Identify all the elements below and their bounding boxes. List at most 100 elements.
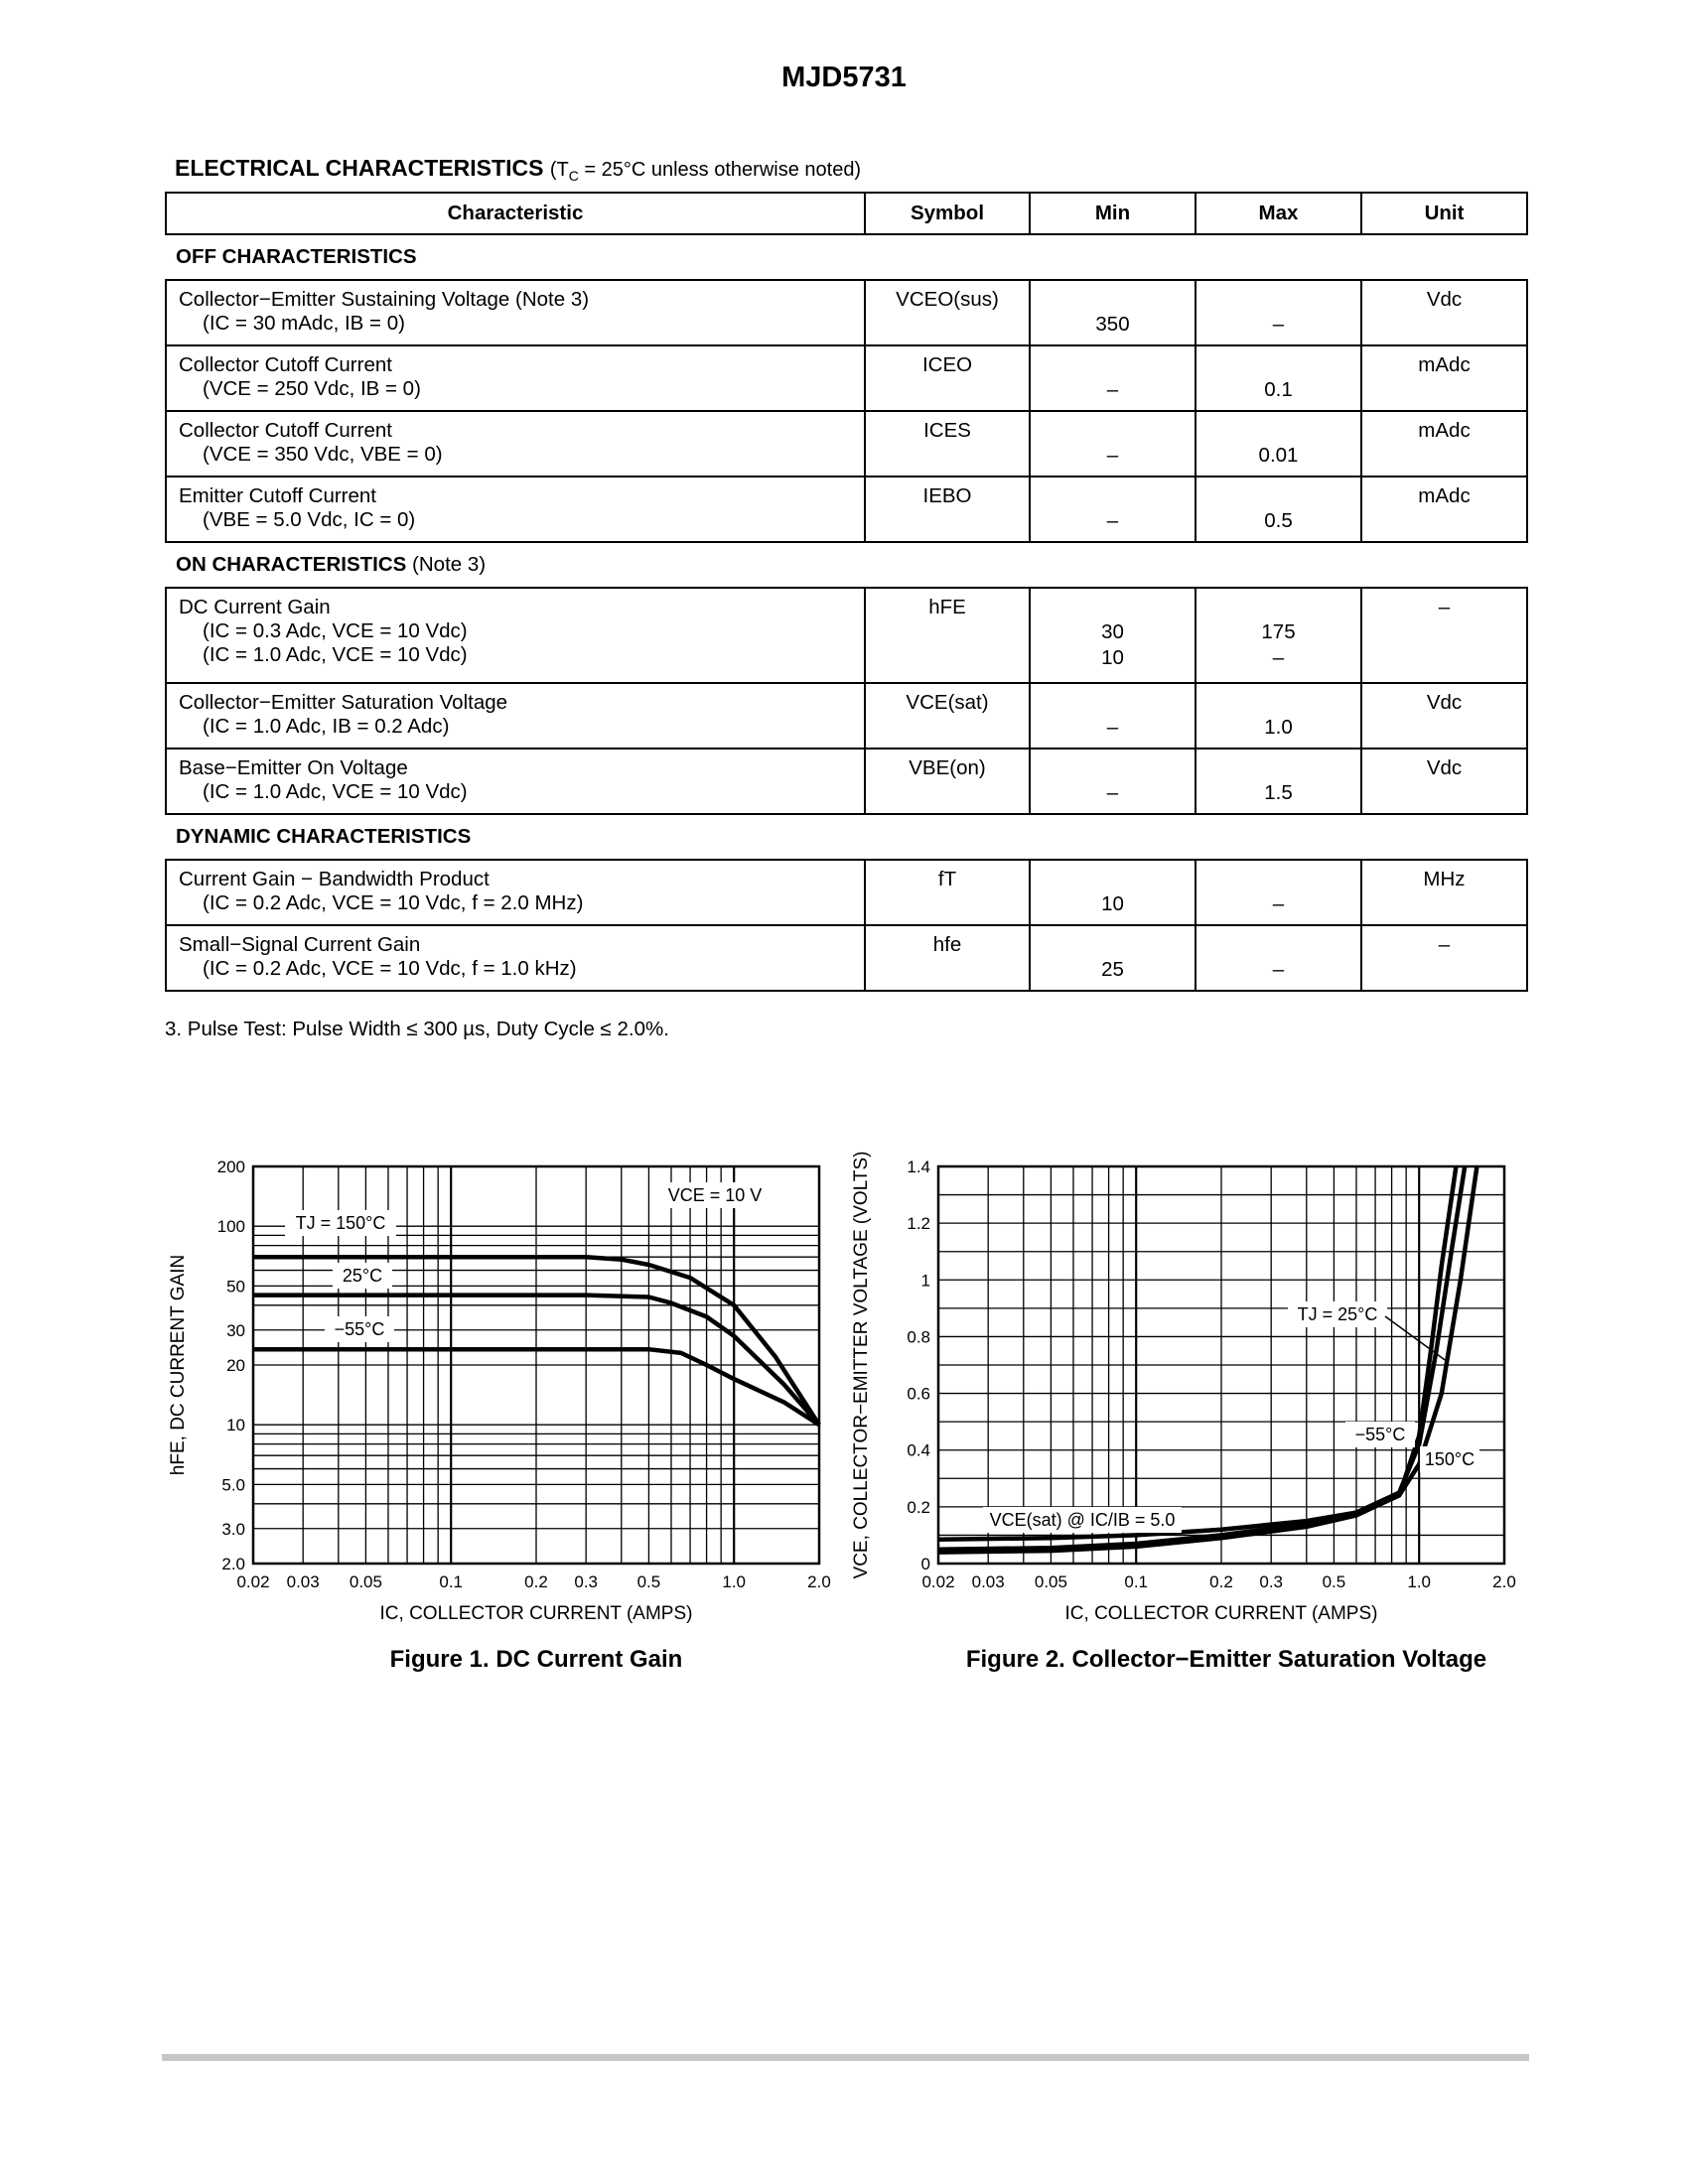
- plot-frame: [251, 1164, 821, 1566]
- characteristic-text: Collector−Emitter Saturation Voltage: [179, 691, 508, 714]
- test-condition: (IC = 1.0 Adc, IB = 0.2 Adc): [203, 715, 450, 738]
- y-tick-label: 100: [217, 1217, 245, 1236]
- series-label: TJ = 25°C: [1298, 1304, 1378, 1324]
- max-value: 1.0: [1264, 716, 1293, 739]
- figure-2-caption: Figure 2. Collector−Emitter Saturation V…: [965, 1646, 1487, 1673]
- x-axis-title: IC, COLLECTOR CURRENT (AMPS): [380, 1603, 693, 1624]
- y-tick-label: 30: [226, 1321, 245, 1340]
- table-row: DC Current Gain (IC = 0.3 Adc, VCE = 10 V…: [165, 587, 1528, 684]
- y-tick-label: 2.0: [221, 1555, 245, 1573]
- min-cell: 350: [1029, 279, 1196, 346]
- series-line: [253, 1293, 821, 1427]
- test-condition: (VCE = 350 Vdc, VBE = 0): [203, 443, 443, 466]
- test-condition: (IC = 0.2 Adc, VCE = 10 Vdc, f = 2.0 MHz…: [203, 891, 584, 914]
- min-cell: –: [1029, 682, 1196, 750]
- max-cell: 175 –: [1195, 587, 1362, 684]
- min-value: –: [1106, 378, 1119, 401]
- y-tick-label: 50: [226, 1277, 245, 1296]
- table-row: Collector−Emitter Sustaining Voltage (No…: [165, 279, 1528, 346]
- y-tick-label: 1.2: [907, 1214, 930, 1233]
- characteristic-text: Base−Emitter On Voltage: [179, 756, 408, 779]
- symbol-cell: VBE(on): [864, 748, 1031, 815]
- characteristic-cell: Emitter Cutoff Current (VBE = 5.0 Vdc, IC…: [165, 476, 866, 543]
- table-header-row: Characteristic Symbol Min Max Unit: [165, 192, 1528, 235]
- col-header-min: Min: [1029, 192, 1196, 235]
- symbol-cell: hFE: [864, 587, 1031, 684]
- x-tick-label: 0.05: [1035, 1572, 1067, 1591]
- max-cell: 0.1: [1195, 344, 1362, 412]
- max-value: 175: [1261, 620, 1296, 643]
- series-line: [253, 1346, 821, 1428]
- unit-cell: –: [1360, 924, 1528, 992]
- symbol-cell: IEBO: [864, 476, 1031, 543]
- label-background: [1420, 1446, 1479, 1472]
- table-row: Emitter Cutoff Current (VBE = 5.0 Vdc, IC…: [165, 476, 1528, 543]
- x-tick-label: 0.5: [1323, 1572, 1346, 1591]
- series-label: 150°C: [1425, 1449, 1475, 1469]
- characteristic-text: Collector−Emitter Sustaining Voltage (No…: [179, 288, 590, 311]
- section-title: OFF CHARACTERISTICS: [176, 245, 417, 268]
- section-heading: ELECTRICAL CHARACTERISTICS (TC = 25°C un…: [175, 155, 861, 184]
- min-value: 25: [1101, 958, 1124, 981]
- dc-current-gain-chart: 0.02 0.03 0.05 0.1 0.2 0.3 0.5 1.0 2.0 200 100 50 30…: [168, 1158, 831, 1624]
- section-row: DYNAMIC CHARACTERISTICS: [166, 813, 1527, 861]
- figure-1-caption: Figure 1. DC Current Gain: [389, 1646, 683, 1673]
- y-tick-label: 0: [921, 1555, 930, 1573]
- symbol-cell: ICES: [864, 410, 1031, 478]
- heading-condition: (TC = 25°C unless otherwise noted): [549, 159, 862, 184]
- label-background: [983, 1507, 1182, 1533]
- x-tick-label: 1.0: [1407, 1572, 1431, 1591]
- test-condition: (IC = 1.0 Adc, VCE = 10 Vdc): [203, 643, 468, 666]
- x-tick-label: 0.3: [1259, 1572, 1283, 1591]
- label-background: [285, 1210, 396, 1236]
- min-cell: –: [1029, 748, 1196, 815]
- y-tick-label: 0.8: [907, 1327, 930, 1346]
- series-line: [253, 1254, 821, 1427]
- symbol-cell: VCE(sat): [864, 682, 1031, 750]
- col-header-unit: Unit: [1360, 192, 1528, 235]
- x-tick-label: 1.0: [722, 1572, 746, 1591]
- col-header-characteristic: Characteristic: [165, 192, 866, 235]
- characteristic-cell: Current Gain − Bandwidth Product (IC = 0.…: [165, 859, 866, 926]
- series-line: [937, 1165, 1479, 1555]
- y-axis-title: hFE, DC CURRENT GAIN: [168, 1255, 189, 1475]
- max-cell: 1.0: [1195, 682, 1362, 750]
- max-cell: 0.5: [1195, 476, 1362, 543]
- section-title: DYNAMIC CHARACTERISTICS: [176, 825, 472, 848]
- plot-frame: [936, 1164, 1506, 1566]
- x-tick-label: 0.2: [1209, 1572, 1233, 1591]
- y-tick-label: 1: [921, 1271, 930, 1290]
- y-tick-label: 0.6: [907, 1385, 930, 1404]
- y-tick-label: 20: [226, 1356, 245, 1375]
- y-axis-title: VCE, COLLECTOR−EMITTER VOLTAGE (VOLTS): [851, 1152, 872, 1578]
- characteristic-text: DC Current Gain: [179, 596, 331, 618]
- symbol-cell: fT: [864, 859, 1031, 926]
- electrical-characteristics-table: Characteristic Symbol Min Max Unit OFF C…: [165, 192, 1528, 992]
- x-tick-label: 0.05: [350, 1572, 382, 1591]
- unit-cell: MHz: [1360, 859, 1528, 926]
- unit-cell: mAdc: [1360, 344, 1528, 412]
- min-value: –: [1106, 716, 1119, 739]
- min-cell: –: [1029, 410, 1196, 478]
- max-value: 1.5: [1264, 781, 1293, 804]
- test-condition: (IC = 1.0 Adc, VCE = 10 Vdc): [203, 780, 468, 803]
- x-tick-label: 2.0: [807, 1572, 831, 1591]
- x-tick-label: 0.03: [972, 1572, 1005, 1591]
- series-label: −55°C: [1355, 1425, 1406, 1444]
- section-row: OFF CHARACTERISTICS: [166, 233, 1527, 281]
- x-tick-label: 0.03: [287, 1572, 320, 1591]
- characteristic-text: Small−Signal Current Gain: [179, 933, 421, 956]
- saturation-voltage-chart: 0.02 0.03 0.05 0.1 0.2 0.3 0.5 1.0 2.0 1.4 1.2 1 0.8…: [851, 1152, 1516, 1624]
- min-value: 10: [1101, 892, 1124, 915]
- series-label: 25°C: [343, 1266, 382, 1286]
- label-background: [333, 1263, 392, 1289]
- min-value: –: [1106, 444, 1119, 467]
- max-cell: –: [1195, 279, 1362, 346]
- page-title: MJD5731: [781, 62, 907, 93]
- max-value: –: [1272, 958, 1285, 981]
- min-cell: 30 10: [1029, 587, 1196, 684]
- y-tick-label: 1.4: [907, 1158, 930, 1176]
- min-value: –: [1106, 781, 1119, 804]
- characteristic-text: Collector Cutoff Current: [179, 419, 392, 442]
- unit-cell: Vdc: [1360, 748, 1528, 815]
